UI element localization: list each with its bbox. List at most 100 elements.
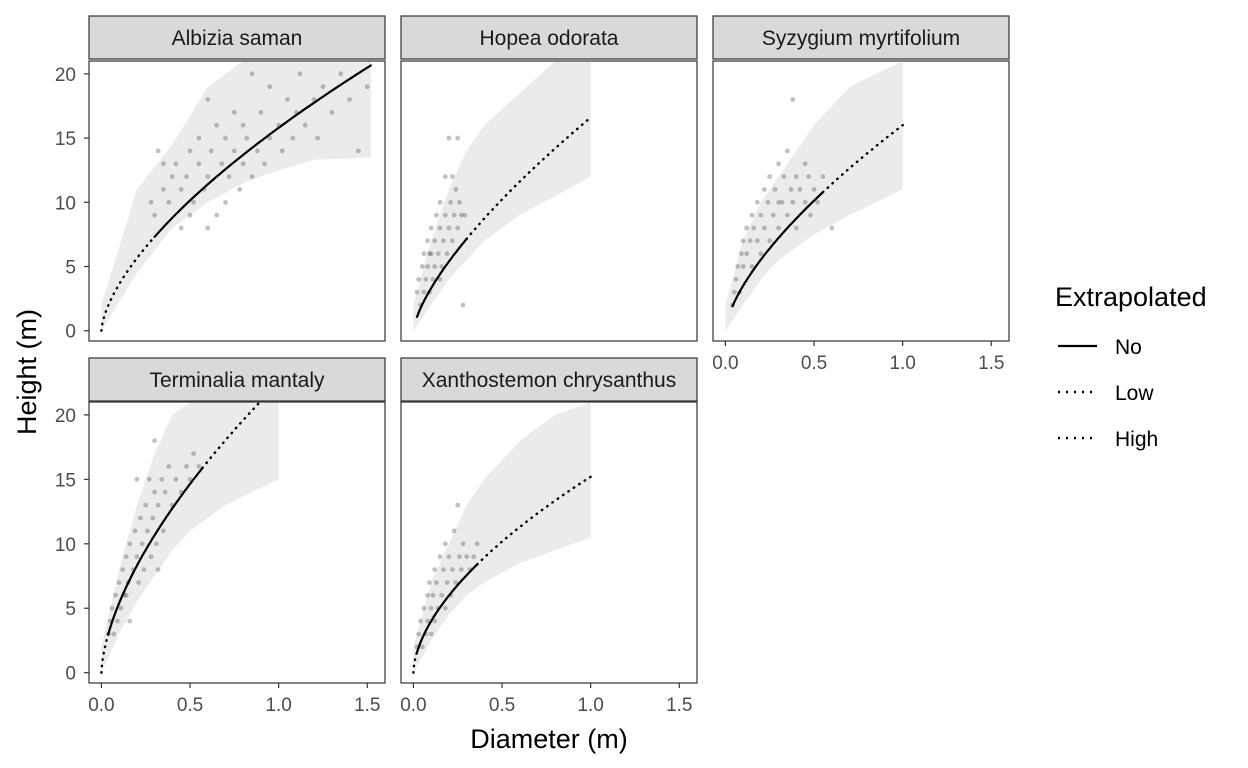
data-point: [797, 187, 803, 192]
data-point: [267, 84, 273, 90]
data-point: [123, 554, 129, 560]
data-point: [428, 631, 434, 637]
fitted-curve-extrapolated: [476, 475, 592, 566]
y-tick-label: 5: [65, 599, 76, 620]
strip-background: [88, 15, 386, 60]
data-point: [187, 148, 193, 154]
data-point: [196, 135, 202, 141]
data-point: [416, 631, 422, 637]
data-point: [457, 199, 462, 205]
data-point: [187, 476, 193, 482]
panel-syzygium-myrtifolium: Syzygium myrtifolium: [712, 15, 1010, 342]
x-tick-label: 0.0: [400, 695, 426, 716]
y-tick-label: 15: [55, 129, 76, 150]
data-point: [430, 276, 436, 282]
data-point: [790, 199, 796, 205]
y-axis-title: Height (m): [12, 309, 42, 435]
data-point: [338, 71, 344, 77]
data-point: [439, 592, 445, 598]
data-point: [258, 110, 264, 115]
data-point: [446, 135, 452, 141]
data-point: [793, 174, 799, 180]
data-point: [442, 541, 448, 547]
data-point: [138, 515, 143, 521]
data-point: [779, 199, 785, 205]
data-point: [781, 174, 787, 180]
strip-background: [400, 15, 698, 60]
y-tick-label: 10: [55, 193, 76, 214]
x-tick-label: 0.5: [489, 695, 515, 716]
data-point: [155, 502, 161, 508]
data-point: [451, 528, 457, 534]
fitted-curve-observed: [415, 237, 468, 318]
data-point: [758, 251, 764, 257]
data-point: [244, 135, 250, 141]
strip-title: Syzygium myrtifolium: [762, 27, 960, 50]
data-point: [219, 161, 225, 167]
y-tick-label: 20: [55, 406, 76, 427]
data-point: [758, 212, 764, 218]
y-tick-label: 20: [55, 65, 76, 86]
data-point: [439, 264, 445, 269]
data-point: [255, 148, 260, 154]
data-point: [455, 502, 461, 508]
data-point: [116, 580, 122, 585]
data-point: [169, 174, 175, 180]
data-point: [418, 618, 423, 624]
plot-area: [412, 402, 592, 674]
data-point: [460, 302, 466, 308]
x-tick-label: 1.0: [265, 695, 291, 716]
panel-border: [712, 60, 1010, 342]
prediction-ribbon: [101, 402, 279, 673]
data-point: [808, 212, 813, 218]
data-point: [432, 618, 438, 624]
panel-border: [88, 401, 386, 684]
data-point: [249, 71, 255, 77]
data-point: [205, 225, 211, 231]
data-point: [740, 264, 746, 269]
data-point: [320, 84, 326, 90]
data-point: [356, 148, 361, 154]
data-point: [297, 71, 303, 77]
data-point: [446, 225, 452, 231]
data-point: [154, 541, 159, 547]
fitted-curve-extrapolated: [100, 235, 156, 332]
data-point: [262, 161, 267, 167]
data-point: [767, 238, 773, 244]
fitted-curve-extrapolated: [821, 124, 904, 194]
data-point: [460, 541, 466, 547]
data-point: [423, 276, 429, 282]
legend: Extrapolated No Low High: [1055, 282, 1207, 451]
data-point: [442, 174, 448, 180]
data-point: [425, 618, 430, 624]
data-point: [815, 199, 820, 205]
data-point: [414, 289, 420, 295]
data-point: [437, 276, 443, 282]
data-point: [161, 161, 166, 167]
data-point: [733, 276, 739, 282]
x-tick-label: 1.5: [978, 353, 1004, 374]
data-point: [421, 289, 427, 295]
panel-xanthostemon-chrysanthus: Xanthostemon chrysanthus: [400, 357, 698, 684]
data-point: [740, 238, 746, 244]
data-point: [442, 605, 448, 611]
data-point: [427, 251, 432, 257]
data-point: [762, 187, 767, 192]
data-point: [226, 174, 232, 180]
panel-hopea-odorata: Hopea odorata: [400, 15, 698, 342]
data-point: [214, 212, 220, 218]
data-point: [731, 289, 737, 295]
data-point: [267, 135, 273, 141]
data-point: [237, 187, 243, 192]
data-point: [735, 264, 741, 269]
data-point: [788, 187, 794, 192]
data-point: [455, 225, 461, 231]
x-tick-label: 1.5: [354, 695, 380, 716]
data-point: [425, 592, 430, 598]
data-point: [453, 580, 459, 585]
data-point: [744, 251, 750, 257]
data-point: [437, 554, 443, 560]
data-point: [231, 148, 237, 154]
ticks-layer: 0 5 10 15 20 0 5 10 15 20 0.0 0.5 1.0 1.5 0.0 0.5 1.0 1.5…: [55, 65, 1005, 716]
data-point: [744, 225, 750, 231]
